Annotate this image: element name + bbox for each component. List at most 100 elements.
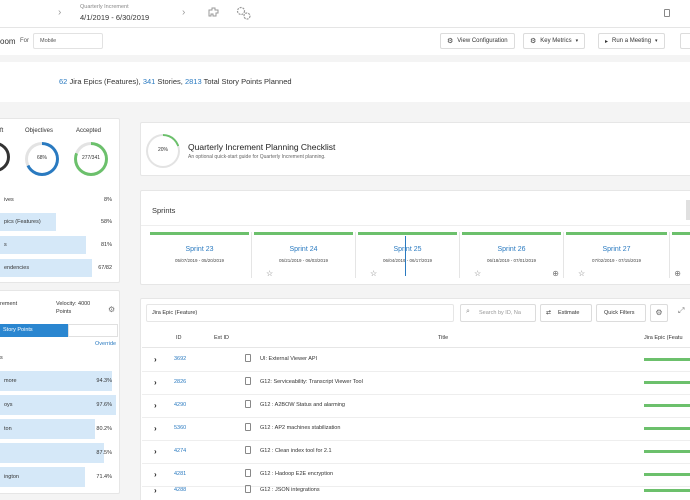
row-id[interactable]: 5360 (174, 425, 187, 431)
forward-chevron-icon[interactable]: › (182, 7, 186, 18)
metric-row: s 81% (0, 235, 120, 255)
row-title: G12 : Clean index tool for 2.1 (260, 448, 332, 454)
summary-banner (0, 62, 690, 102)
team-select[interactable]: Mobile (33, 33, 103, 49)
table-row[interactable]: › 2826 G12: Serviceability: Transcript V… (142, 372, 690, 395)
sprint-progress-bar (254, 232, 353, 235)
row-id[interactable]: 4274 (174, 448, 187, 454)
sprint-card[interactable]: Sprint 26 06/18/2019 - 07/01/2019 ☆ ⊕ (460, 232, 564, 278)
row-title: G12 : AP2 machines stabilization (260, 425, 341, 431)
col-title-header[interactable]: Title (438, 335, 449, 341)
crosshair-icon[interactable]: ⊕ (674, 269, 681, 278)
sprint-card[interactable]: Sprint 23 05/07/2019 - 05/20/2019 (148, 232, 252, 278)
row-id[interactable]: 2826 (174, 379, 187, 385)
key-metrics-button[interactable]: ⚙ Key Metrics ▾ (523, 33, 586, 49)
expand-chevron-icon[interactable]: › (154, 401, 157, 410)
row-id[interactable]: 4281 (174, 471, 187, 477)
row-progress-bar (644, 358, 690, 361)
sprint-card[interactable]: Sprint 25 06/04/2019 - 06/17/2019 ☆ (356, 232, 460, 278)
sprint-dates: 07/02/2019 - 07/15/2019 (591, 258, 642, 263)
col-jira-epic-header[interactable]: Jira Epic (Featu (644, 335, 683, 341)
expand-chevron-icon[interactable]: › (154, 355, 157, 364)
key-metrics-label: Key Metrics (540, 38, 572, 44)
members-label: s (0, 355, 3, 361)
table-row[interactable]: › 3692 UI: External Viewer API (142, 349, 690, 372)
quick-filters-label: Quick Filters (604, 310, 635, 316)
epics-count: 62 (59, 77, 68, 86)
velocity-section-label: rement (0, 301, 18, 307)
run-meeting-button[interactable]: ▸ Run a Meeting ▾ (598, 33, 665, 49)
epics-text: Jira Epics (Features), (69, 77, 141, 86)
velocity-settings-icon[interactable]: ⚙ (108, 305, 116, 314)
gears-icon[interactable] (235, 4, 253, 24)
objectives-value: 68% (36, 155, 47, 161)
override-link[interactable]: Override (95, 341, 117, 347)
row-title: G12: Serviceability: Transcript Viewer T… (260, 379, 363, 385)
puzzle-icon[interactable] (207, 6, 220, 21)
objectives-donut[interactable]: 68% (25, 142, 59, 176)
caret-down-icon: ▾ (655, 38, 658, 44)
search-input[interactable]: ⌕ Search by ID, Na (460, 304, 536, 322)
row-id[interactable]: 4290 (174, 402, 187, 408)
qi-range[interactable]: 4/1/2019 - 6/30/2019 (80, 13, 150, 22)
col-ext-id-header[interactable]: Ext ID (214, 335, 229, 341)
star-icon[interactable]: ☆ (578, 269, 586, 278)
metric-row-value: 67/82 (98, 265, 112, 271)
table-row[interactable]: › 4290 G12 : A2BOW Status and alarming (142, 395, 690, 418)
table-row[interactable]: › 4274 G12 : Clean index tool for 2.1 (142, 441, 690, 464)
estimate-button[interactable]: ⇄ Estimate (540, 304, 592, 322)
expand-chevron-icon[interactable]: › (154, 486, 157, 495)
document-icon (245, 400, 251, 408)
sprints-collapse-handle[interactable] (686, 200, 690, 220)
row-id[interactable]: 3692 (174, 356, 187, 362)
member-name: more (4, 378, 17, 384)
table-row[interactable]: › 4288 G12 : JSON integrations (142, 480, 690, 500)
sprint-name: Sprint 27 (602, 246, 631, 253)
document-icon (245, 354, 251, 362)
table-row[interactable]: › 4281 G12 : Hadoop E2E encryption (142, 464, 690, 487)
checklist-card[interactable] (140, 122, 690, 176)
sprint-next-bar (672, 232, 690, 235)
member-row: ington 71.4% (0, 467, 120, 487)
quick-filters-button[interactable]: Quick Filters (596, 304, 646, 322)
member-row: ton 80.2% (0, 419, 120, 439)
metric-row-label: ives (4, 197, 14, 203)
metric-row-label: s (4, 242, 7, 248)
star-icon[interactable]: ☆ (266, 269, 274, 278)
member-pct: 71.4% (96, 474, 112, 480)
sprint-dates: 05/07/2019 - 05/20/2019 (174, 258, 225, 263)
star-icon[interactable]: ☆ (474, 269, 482, 278)
metric-header-objectives: Objectives (25, 128, 54, 134)
accepted-value: 277/341 (81, 155, 101, 161)
member-name: oys (4, 402, 13, 408)
expand-chevron-icon[interactable]: › (154, 378, 157, 387)
sprint-card[interactable]: Sprint 24 05/21/2019 - 06/03/2019 ☆ (252, 232, 356, 278)
document-icon (245, 485, 251, 493)
member-fill (0, 395, 116, 415)
member-fill (0, 467, 85, 487)
trash-icon[interactable] (664, 9, 670, 17)
row-id[interactable]: 4288 (174, 487, 187, 493)
more-button[interactable] (680, 33, 690, 49)
sprint-progress-bar (462, 232, 561, 235)
star-icon[interactable]: ☆ (370, 269, 378, 278)
table-row[interactable]: › 5360 G12 : AP2 machines stabilization (142, 418, 690, 441)
crosshair-icon[interactable]: ⊕ (552, 269, 559, 278)
col-id-header[interactable]: ID (176, 335, 182, 341)
metric-row: pics (Features) 58% (0, 212, 120, 232)
story-points-tab[interactable]: Story Points (0, 324, 68, 337)
expand-icon[interactable]: ⤢ (678, 306, 685, 315)
expand-chevron-icon[interactable]: › (154, 424, 157, 433)
settings-button[interactable]: ⚙ (650, 304, 668, 322)
back-chevron-icon[interactable]: › (58, 7, 62, 18)
work-item-type-select[interactable]: Jira Epic (Feature) (146, 304, 454, 322)
expand-chevron-icon[interactable]: › (154, 447, 157, 456)
expand-chevron-icon[interactable]: › (154, 470, 157, 479)
checklist-title[interactable]: Quarterly Increment Planning Checklist (188, 142, 336, 152)
sprint-card[interactable]: Sprint 27 07/02/2019 - 07/15/2019 ☆ ⊕ (564, 232, 681, 278)
member-name: ton (4, 426, 12, 432)
accepted-donut[interactable]: 277/341 (74, 142, 108, 176)
member-fill (0, 371, 112, 391)
view-configuration-button[interactable]: ⚙ View Configuration (440, 33, 515, 49)
metric-header-accepted: Accepted (76, 128, 102, 134)
